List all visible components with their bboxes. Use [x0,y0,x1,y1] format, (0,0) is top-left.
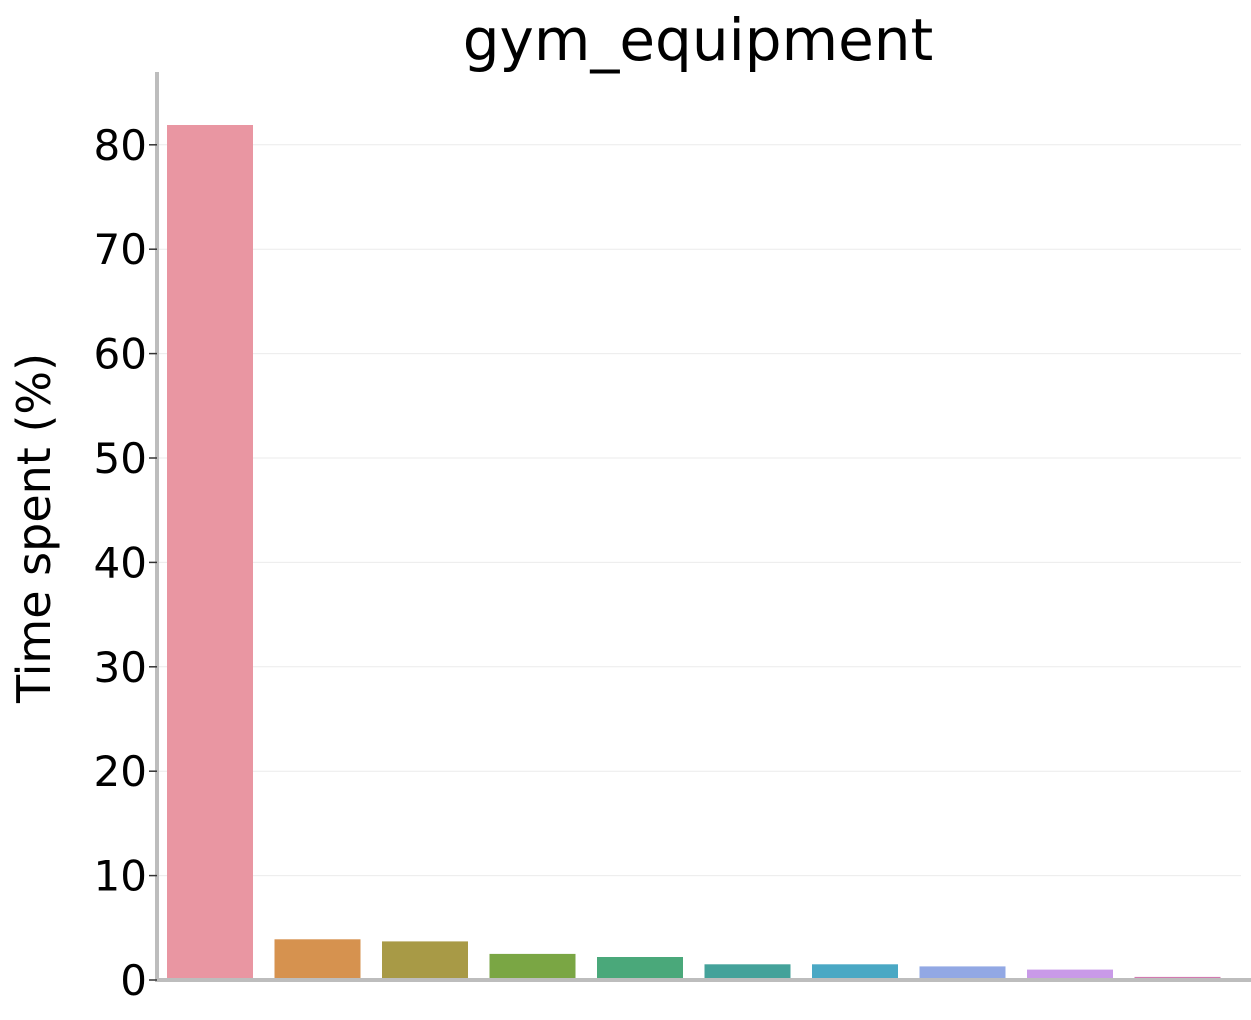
bar [704,964,791,980]
y-tick-label: 20 [94,747,147,796]
y-tick-label: 40 [94,538,147,587]
y-axis-label: Time spent (%) [7,353,61,704]
bar [597,957,683,980]
bar [167,125,253,980]
bar [812,964,898,980]
bar [489,953,576,980]
y-tick-label: 0 [120,956,147,1005]
y-tick-label: 30 [94,643,147,692]
y-tick-label: 50 [94,434,147,483]
chart-title: gym_equipment [463,6,934,74]
bars [167,125,1221,980]
y-tick-label: 70 [94,225,147,274]
y-ticks: 0 10 20 30 40 50 60 70 80 [94,121,157,1005]
y-tick-label: 60 [94,330,147,379]
bar [919,966,1006,980]
bar [274,939,361,980]
y-tick-label: 80 [94,121,147,170]
gridlines [157,144,1241,877]
bar [1027,969,1113,980]
bar [382,941,468,980]
axes [155,72,1251,982]
y-tick-label: 10 [94,852,147,901]
